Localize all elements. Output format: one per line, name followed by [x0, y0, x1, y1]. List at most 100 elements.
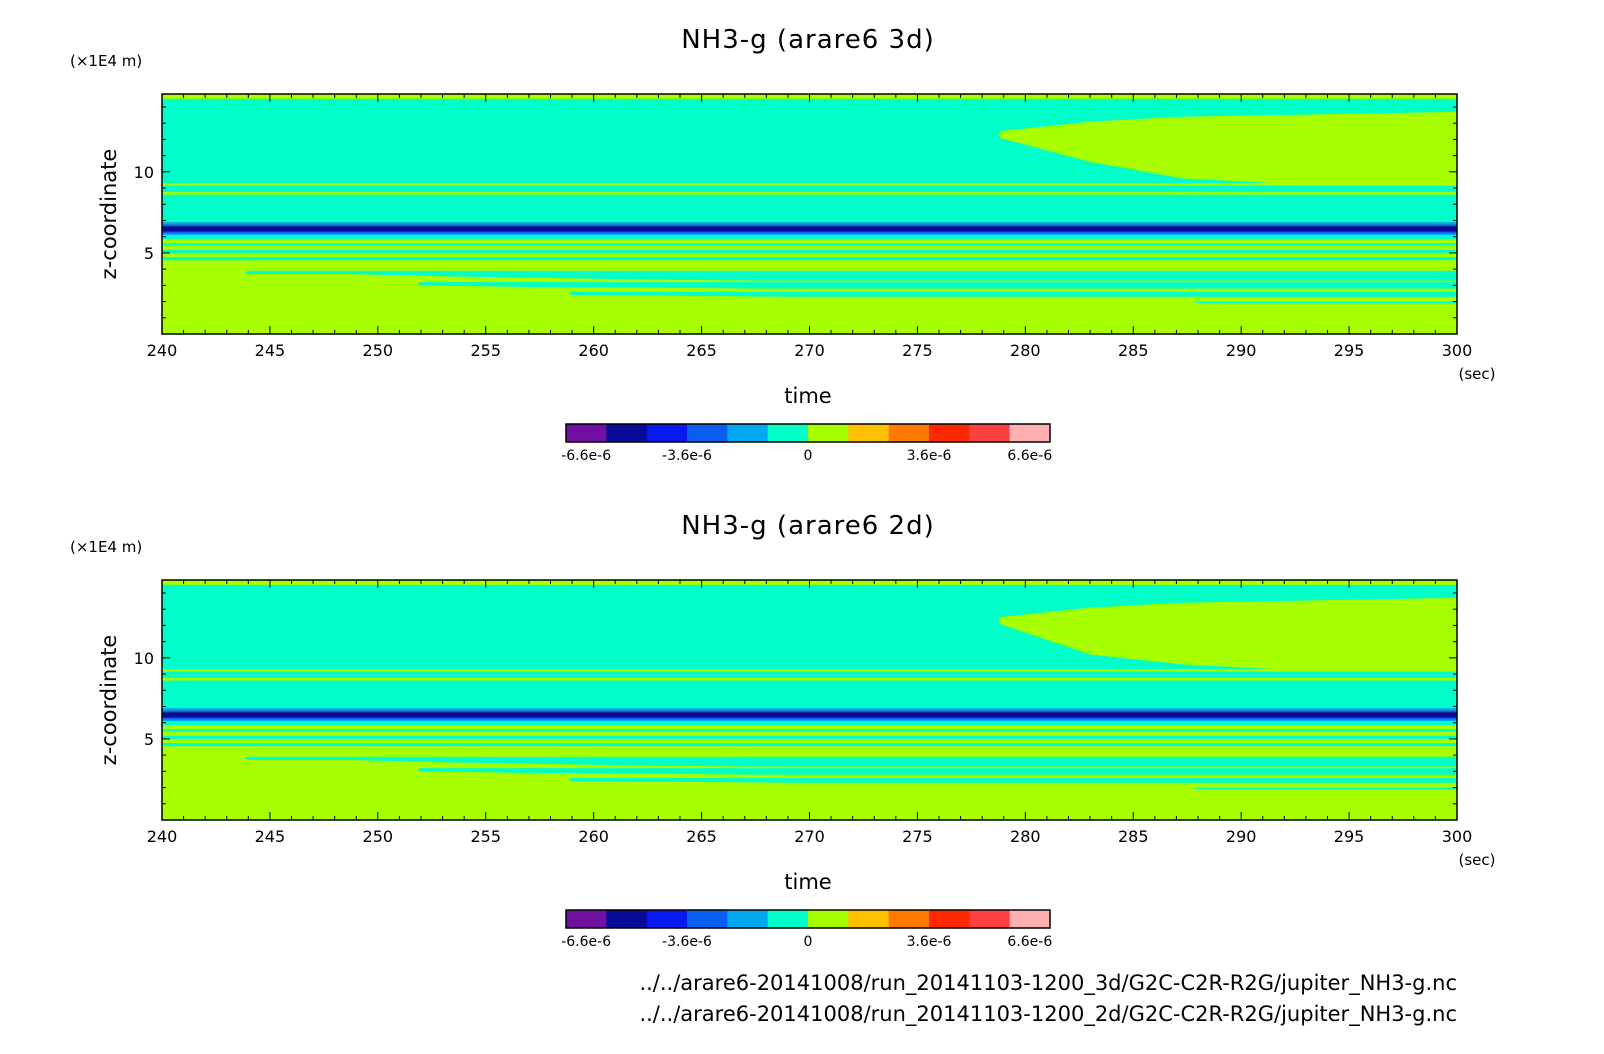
colorbar-swatch — [1009, 424, 1051, 442]
colorbar-swatch — [606, 424, 648, 442]
y-axis-title: z-coordinate — [97, 635, 121, 766]
x-tick-label: 290 — [1226, 341, 1257, 360]
heatmap-band — [162, 249, 1457, 253]
colorbar-swatch — [646, 424, 688, 442]
x-unit-label: (sec) — [1459, 851, 1496, 869]
y-axis-title: z-coordinate — [97, 149, 121, 280]
heatmap-band — [162, 231, 1457, 234]
heatmap-region — [244, 756, 1457, 767]
x-tick-label: 295 — [1334, 341, 1365, 360]
colorbar-swatch — [848, 910, 890, 928]
colorbar: -6.6e-6 -3.6e-6 0 3.6e-6 6.6e-6 — [561, 423, 1052, 464]
panels: NH3-g (arare6 3d) (×1E4 m) 240 245 250 255 260… — [70, 25, 1496, 950]
y-tick-label: 5 — [144, 244, 154, 263]
heatmap-band — [162, 233, 1457, 236]
x-unit-label: (sec) — [1459, 365, 1496, 383]
heatmap-band — [162, 194, 1457, 223]
y-tick-label: 10 — [134, 649, 154, 668]
colorbar-swatch — [808, 424, 849, 442]
heatmap-band — [162, 243, 1457, 246]
colorbar-swatch — [848, 424, 890, 442]
heatmap-region — [999, 111, 1457, 184]
heatmap-region — [1194, 787, 1457, 790]
heatmap-region — [568, 291, 1457, 297]
colorbar-frame — [565, 909, 1051, 929]
colorbar-swatch — [767, 424, 809, 442]
plot-area — [162, 94, 1457, 334]
footer-path-2d: ../../arare6-20141008/run_20141103-1200_… — [639, 1002, 1457, 1027]
heatmap-region — [568, 777, 1457, 783]
x-tick-label: 250 — [363, 341, 394, 360]
chart-title: NH3-g (arare6 2d) — [681, 511, 935, 541]
colorbar-swatch — [969, 910, 1011, 928]
footer-path-3d: ../../arare6-20141008/run_20141103-1200_… — [639, 971, 1457, 996]
colorbar-swatch — [929, 424, 970, 442]
x-tick-label: 270 — [794, 341, 825, 360]
colorbar-swatch — [687, 424, 728, 442]
footer: ../../arare6-20141008/run_20141103-1200_… — [639, 971, 1457, 1027]
heatmap-band — [162, 712, 1457, 718]
colorbar-frame — [565, 423, 1051, 443]
heatmap-region — [1194, 301, 1457, 304]
heatmap-region — [999, 597, 1457, 670]
x-tick-label: 285 — [1118, 341, 1149, 360]
heatmap-region — [417, 768, 1457, 775]
x-tick-label: 245 — [255, 827, 286, 846]
heatmap-band — [162, 719, 1457, 722]
colorbar: -6.6e-6 -3.6e-6 0 3.6e-6 6.6e-6 — [561, 909, 1052, 950]
heatmap-band — [162, 222, 1457, 225]
colorbar-label: 0 — [804, 448, 813, 464]
x-tick-label: 240 — [147, 341, 178, 360]
x-tick-label: 250 — [363, 827, 394, 846]
y-tick-label: 10 — [134, 163, 154, 182]
x-tick-label: 275 — [902, 827, 933, 846]
x-axis: 240 245 250 255 260 265 270 275 280 285 290 295 300 — [147, 94, 1472, 360]
x-tick-label: 280 — [1010, 827, 1041, 846]
x-tick-label: 275 — [902, 341, 933, 360]
colorbar-swatch — [767, 910, 809, 928]
x-tick-label: 255 — [470, 827, 501, 846]
colorbar-swatch — [687, 910, 728, 928]
x-tick-label: 285 — [1118, 827, 1149, 846]
heatmap-band — [162, 742, 1457, 747]
chart-title: NH3-g (arare6 3d) — [681, 25, 935, 55]
x-tick-label: 290 — [1226, 827, 1257, 846]
colorbar-swatch — [566, 910, 607, 928]
colorbar-swatch — [888, 424, 930, 442]
colorbar-swatch — [1009, 910, 1051, 928]
heatmap-band — [162, 226, 1457, 232]
panel-2d: NH3-g (arare6 2d) (×1E4 m) 240 245 250 255 260… — [70, 511, 1496, 950]
panel-3d: NH3-g (arare6 3d) (×1E4 m) 240 245 250 255 260… — [70, 25, 1496, 464]
y-tick-label: 5 — [144, 730, 154, 749]
y-axis: 5 10 — [134, 592, 1457, 805]
x-tick-label: 245 — [255, 341, 286, 360]
x-tick-label: 270 — [794, 827, 825, 846]
colorbar-swatch — [566, 424, 607, 442]
colorbar-label: 6.6e-6 — [1007, 448, 1052, 464]
colorbar-label: 3.6e-6 — [907, 934, 952, 950]
y-axis: 5 10 — [134, 106, 1457, 319]
colorbar-label: 0 — [804, 934, 813, 950]
heatmap-region — [244, 270, 1457, 281]
heatmap-band — [162, 710, 1457, 713]
colorbar-swatch — [929, 910, 970, 928]
x-tick-label: 300 — [1442, 827, 1473, 846]
x-tick-label: 260 — [578, 341, 609, 360]
heatmap-band — [162, 708, 1457, 711]
heatmap-band — [162, 735, 1457, 739]
colorbar-label: -6.6e-6 — [561, 934, 611, 950]
y-unit-label: (×1E4 m) — [70, 538, 142, 556]
y-unit-label: (×1E4 m) — [70, 52, 142, 70]
heatmap-band — [162, 183, 1457, 186]
heatmap-band — [162, 224, 1457, 227]
colorbar-swatch — [606, 910, 648, 928]
x-tick-label: 265 — [686, 827, 717, 846]
x-tick-label: 280 — [1010, 341, 1041, 360]
heatmap-band — [162, 680, 1457, 709]
colorbar-label: 6.6e-6 — [1007, 934, 1052, 950]
colorbar-swatch — [888, 910, 930, 928]
heatmap-region — [417, 282, 1457, 289]
heatmap-band — [162, 669, 1457, 672]
heatmap-band — [162, 256, 1457, 261]
